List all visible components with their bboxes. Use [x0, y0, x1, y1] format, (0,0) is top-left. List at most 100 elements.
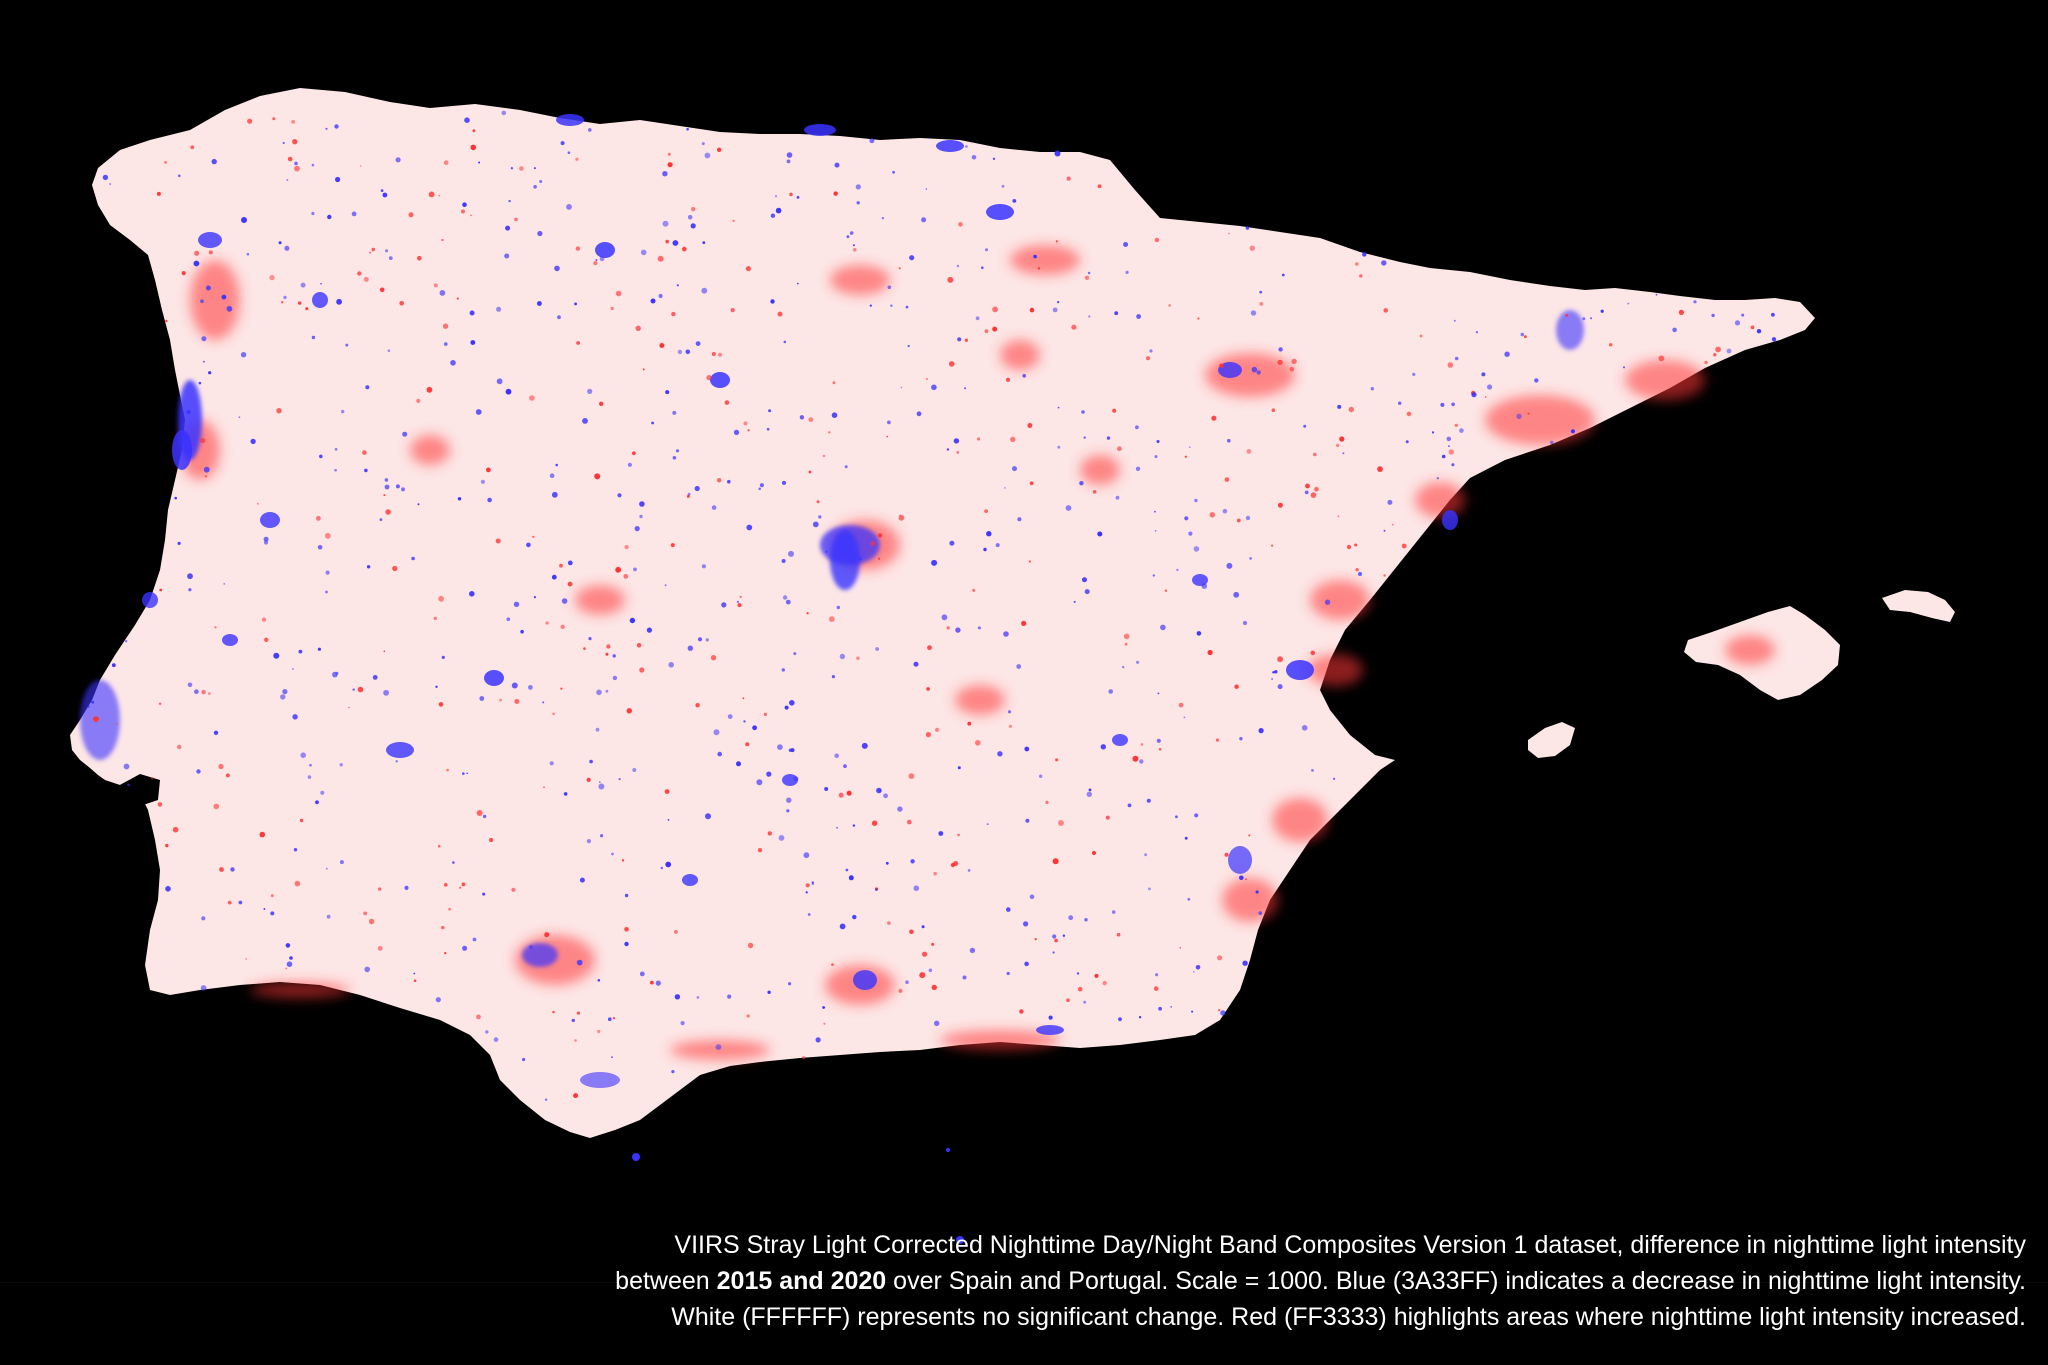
- decrease-speck: [319, 454, 323, 459]
- decrease-speck: [1148, 887, 1151, 891]
- increase-speck: [1146, 356, 1150, 361]
- increase-speck: [472, 129, 476, 133]
- decrease-speck: [1135, 466, 1141, 471]
- increase-speck: [1008, 724, 1013, 728]
- decrease-speck: [1405, 440, 1409, 444]
- decrease-speck: [1459, 428, 1464, 433]
- decrease-speck: [1111, 910, 1116, 914]
- increase-speck: [392, 565, 398, 572]
- increase-speck: [682, 246, 687, 252]
- decrease-speck: [1741, 313, 1745, 317]
- increase-speck: [878, 557, 881, 560]
- increase-speck: [1211, 415, 1217, 421]
- increase-speck: [1246, 449, 1252, 454]
- decrease-speck: [1170, 1006, 1173, 1008]
- decrease-speck: [469, 310, 475, 316]
- increase-speck: [1346, 544, 1352, 550]
- decrease-speck: [639, 971, 645, 977]
- decrease-speck: [938, 831, 944, 836]
- increase-speck: [1218, 1009, 1221, 1012]
- decrease-speck: [1239, 875, 1244, 881]
- decrease-speck: [629, 617, 636, 624]
- increase-speck: [165, 843, 169, 848]
- increase-speck: [371, 247, 376, 252]
- decrease-speck: [664, 584, 667, 587]
- decrease-speck: [655, 980, 661, 986]
- decrease-speck: [588, 637, 592, 641]
- increase-speck: [1527, 412, 1530, 415]
- increase-speck: [908, 773, 915, 779]
- caption-text-part2: over Spain and Portugal. Scale = 1000. B…: [671, 1267, 2026, 1331]
- decrease-speck: [365, 385, 370, 390]
- decrease-speck: [803, 852, 810, 859]
- decrease-speck: [263, 908, 266, 910]
- increase-speck: [926, 687, 930, 691]
- increase-speck: [612, 1017, 616, 1020]
- decrease-speck: [246, 252, 250, 256]
- decrease-speck: [506, 617, 511, 621]
- decrease-speck: [479, 696, 485, 701]
- decrease-speck: [574, 302, 577, 306]
- decrease-speck: [1084, 589, 1090, 595]
- decrease-speck: [298, 649, 303, 654]
- increase-speck: [256, 502, 259, 505]
- decrease-speck: [1516, 413, 1522, 419]
- decrease-speck: [1342, 452, 1345, 455]
- increase-speck: [1271, 544, 1274, 547]
- increase-speck: [357, 686, 364, 693]
- increase-speck: [767, 831, 772, 836]
- decrease-speck: [1451, 402, 1455, 407]
- decrease-speck: [551, 574, 557, 580]
- decrease-speck: [263, 540, 269, 545]
- decrease-speck: [1154, 530, 1157, 532]
- increase-speck: [200, 437, 206, 444]
- decrease-speck: [542, 701, 545, 704]
- decrease-speck: [770, 299, 775, 304]
- decrease-speck: [887, 285, 892, 290]
- increase-speck: [428, 191, 435, 198]
- increase-speck: [165, 319, 168, 323]
- decrease-speck: [831, 675, 836, 679]
- decrease-speck: [1446, 436, 1452, 442]
- decrease-speck: [627, 462, 633, 467]
- decrease-speck: [325, 127, 328, 130]
- decrease-speck: [815, 1037, 821, 1043]
- decrease-speck: [701, 564, 707, 569]
- increase-speck: [552, 712, 555, 716]
- decrease-speck: [1195, 965, 1201, 970]
- decrease-speck: [1245, 226, 1250, 230]
- decrease-speck: [752, 725, 757, 731]
- decrease-speck: [931, 559, 938, 566]
- decrease-speck: [736, 761, 741, 767]
- increase-speck: [150, 776, 154, 780]
- decrease-speck: [1383, 529, 1386, 532]
- decrease-speck: [598, 783, 605, 790]
- decrease-speck: [662, 220, 669, 227]
- decrease-speck: [786, 797, 792, 803]
- decrease-speck: [196, 769, 201, 774]
- increase-speck: [586, 777, 591, 783]
- increase-speck: [1314, 486, 1319, 492]
- increase-speck: [519, 166, 524, 171]
- decrease-speck: [286, 961, 293, 967]
- decrease-speck: [782, 595, 788, 600]
- increase-speck: [946, 626, 950, 630]
- decrease-speck: [1033, 254, 1037, 259]
- decrease-speck: [205, 285, 211, 291]
- decrease-speck: [186, 410, 191, 415]
- increase-speck: [925, 377, 929, 381]
- decrease-speck: [665, 390, 670, 395]
- decrease-speck: [472, 937, 477, 942]
- decrease-speck: [957, 337, 962, 342]
- increase-speck: [438, 194, 441, 197]
- increase-speck: [706, 375, 712, 381]
- decrease-speck: [579, 877, 585, 883]
- increase-speck: [1055, 758, 1059, 762]
- increase-speck: [294, 880, 301, 887]
- increase-speck: [1124, 642, 1128, 646]
- decrease-speck: [1249, 557, 1252, 560]
- increase-speck: [1005, 377, 1011, 382]
- decrease-speck: [91, 700, 95, 704]
- decrease-speck: [885, 861, 889, 865]
